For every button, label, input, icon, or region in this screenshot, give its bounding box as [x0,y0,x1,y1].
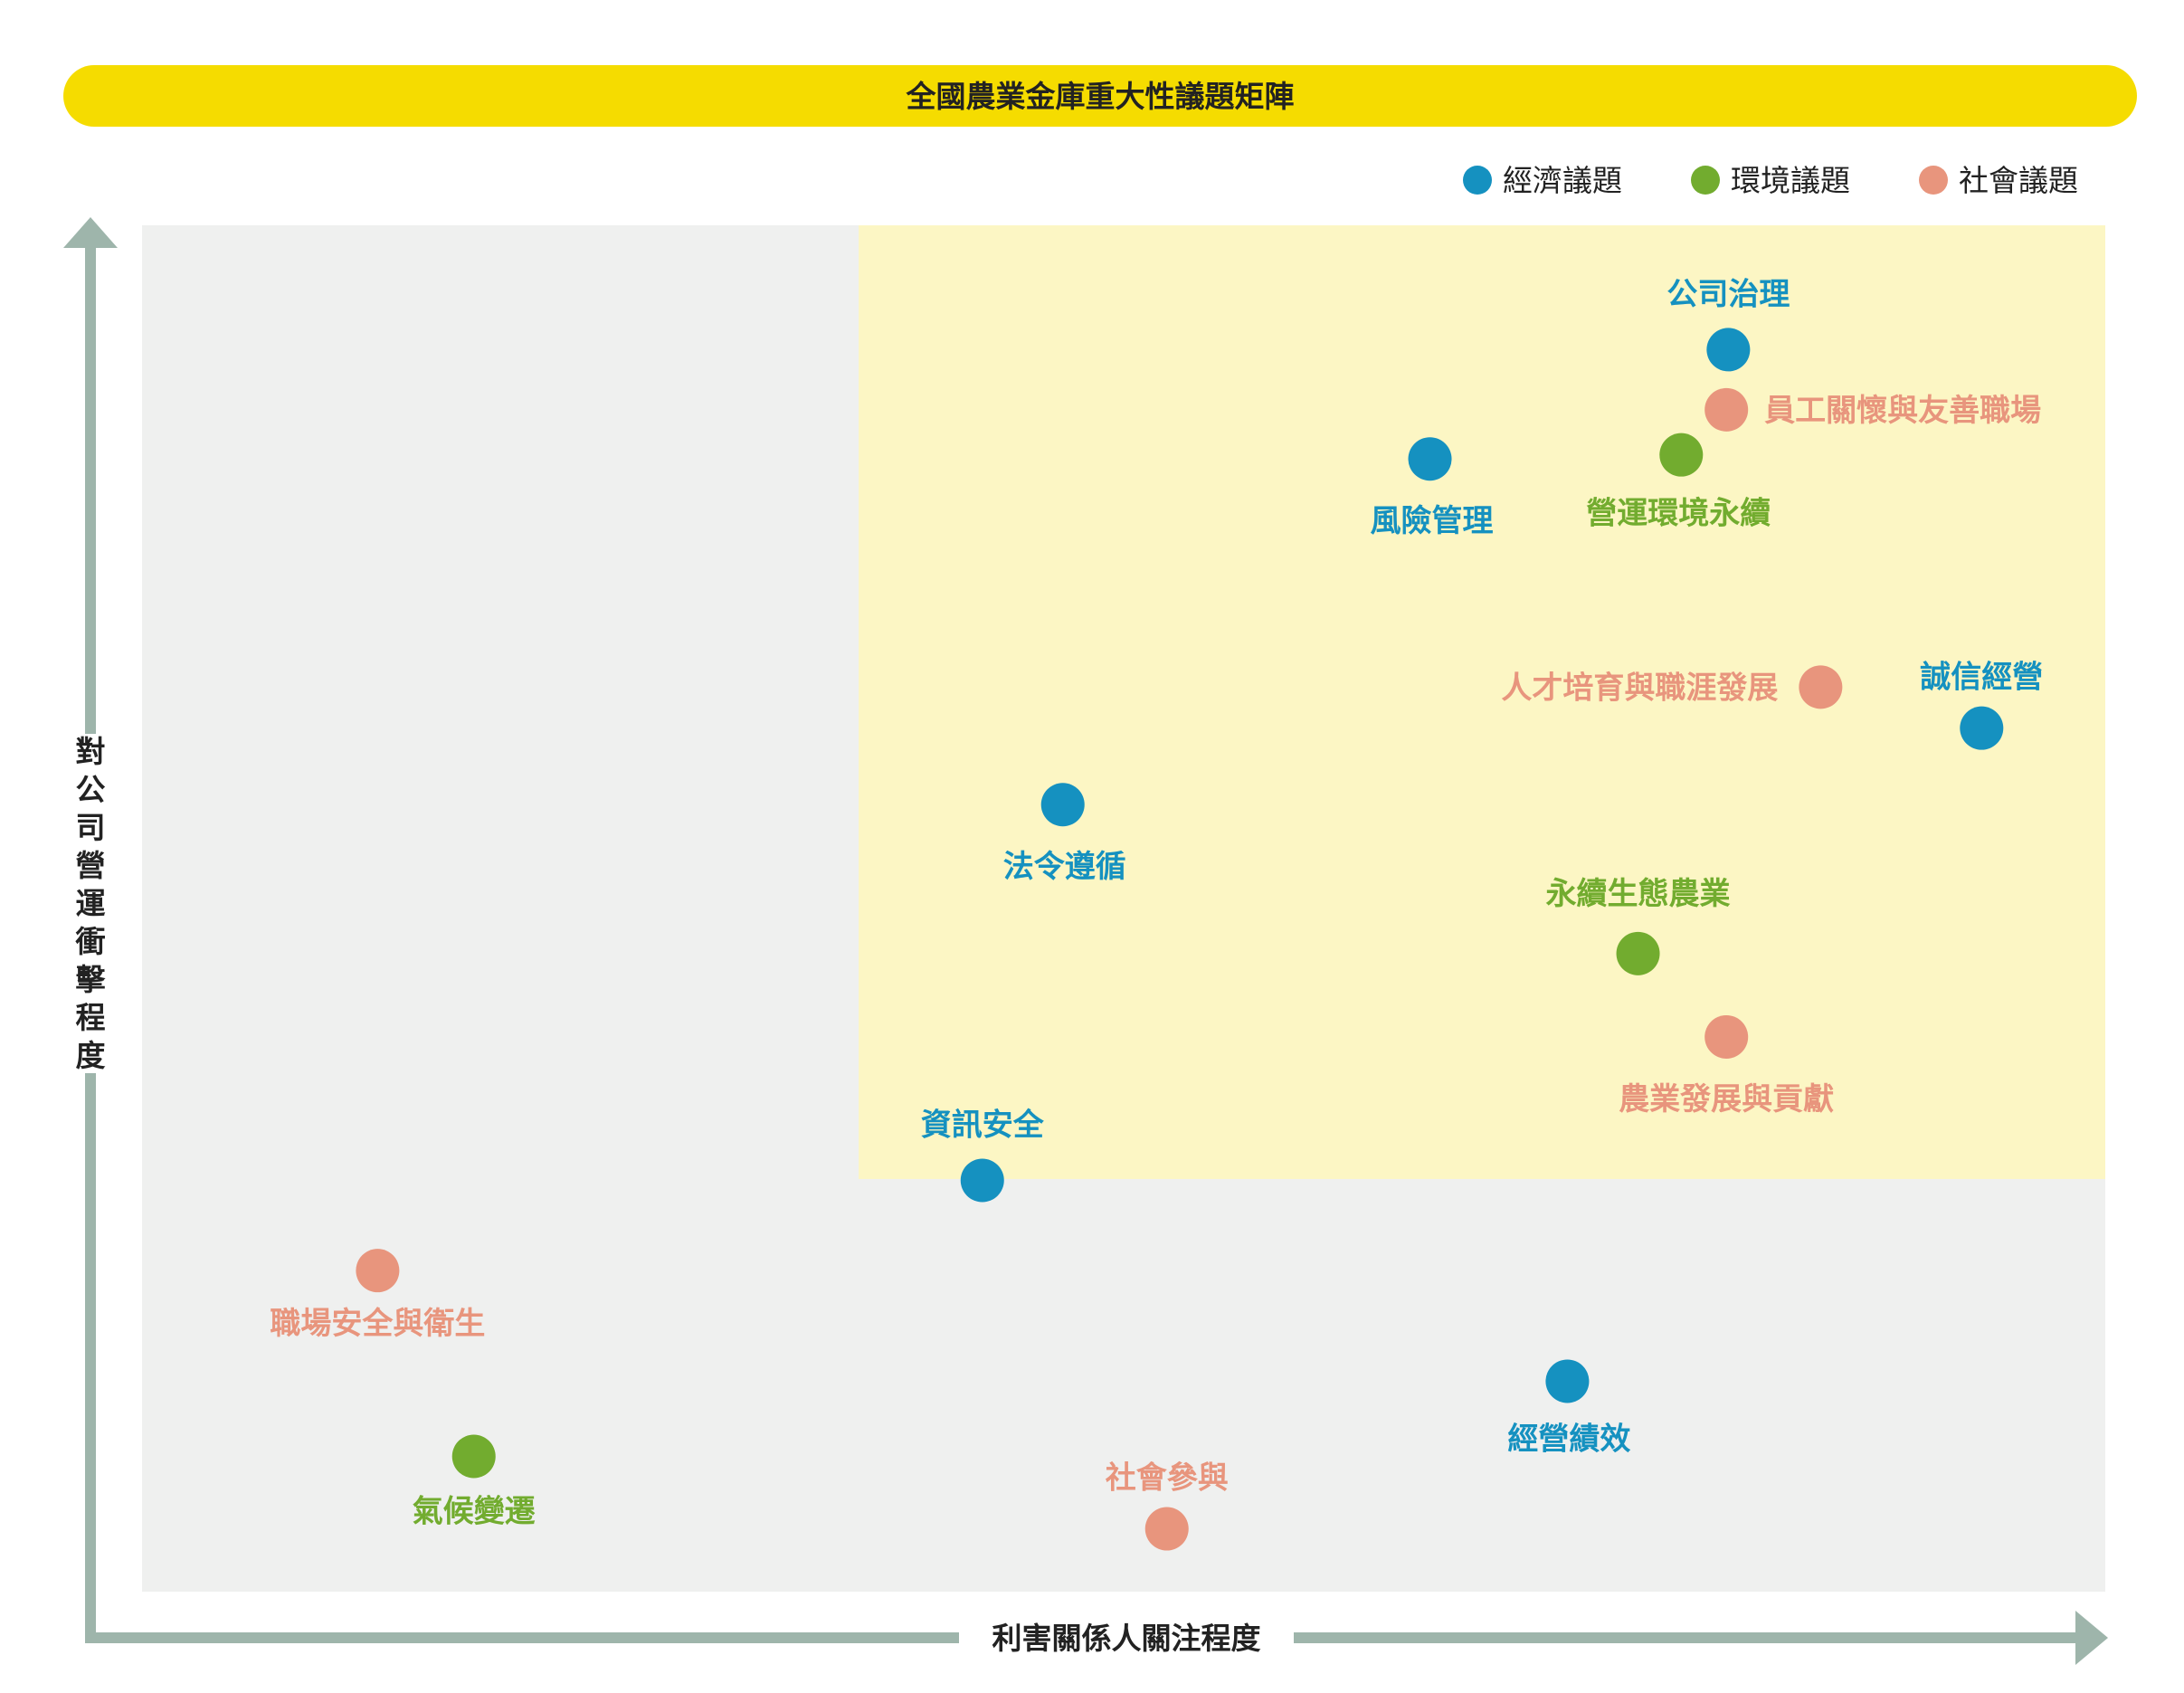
legend-swatch [1919,166,1948,195]
y-axis-label-char: 擊 [76,962,107,997]
data-point [960,1158,1004,1203]
data-label: 誠信經營 [1920,660,2043,696]
y-axis-label-char: 對 [76,734,106,769]
y-axis-label-char: 運 [76,886,106,921]
y-axis-label-char: 營 [76,848,106,883]
legend-label: 經濟議題 [1503,163,1622,198]
title-banner [63,65,2137,127]
data-label: 氣候變遷 [413,1494,536,1530]
legend-swatch [1463,166,1492,195]
y-axis-label-char: 司 [76,810,106,845]
x-axis-arrow [85,1611,2108,1665]
data-point [356,1249,400,1293]
y-axis-arrow [63,217,118,1643]
data-label: 經營績效 [1507,1421,1630,1457]
legend-label: 社會議題 [1959,163,2078,198]
legend: 經濟議題 環境議題 社會議題 [1463,163,2078,198]
data-label: 員工關懷與友善職場 [1764,393,2041,429]
y-axis-label-char: 程 [76,1000,106,1035]
data-point [1144,1507,1189,1551]
legend-swatch [1691,166,1720,195]
data-label: 法令遵循 [1003,849,1126,885]
data-point [1960,706,2004,750]
data-label: 營運環境永續 [1586,496,1771,532]
data-point [1616,931,1660,975]
data-label: 社會參與 [1106,1460,1229,1497]
legend-item: 社會議題 [1919,163,2078,198]
data-label: 職場安全與衛生 [270,1306,485,1342]
data-label: 公司治理 [1666,276,1790,312]
legend-item: 經濟議題 [1463,163,1622,198]
data-point [1040,783,1085,827]
data-label: 人才培育與職涯發展 [1501,670,1778,706]
y-axis-label-char: 度 [76,1038,106,1073]
data-point [1799,665,1843,709]
data-label: 永續生態農業 [1546,876,1731,912]
data-label: 資訊安全 [921,1107,1045,1143]
y-axis-label-char: 衝 [75,924,106,959]
data-label: 農業發展與貢獻 [1619,1081,1834,1118]
legend-label: 環境議題 [1731,163,1850,198]
data-point [1408,437,1452,481]
y-axis-label-char: 公 [76,772,106,807]
data-point [1704,1014,1749,1059]
highlight-quadrant [859,225,2105,1179]
data-point [451,1434,496,1479]
chart-title: 全國農業金庫重大性議題矩陣 [906,79,1295,114]
data-label: 風險管理 [1371,503,1494,539]
legend-item: 環境議題 [1691,163,1850,198]
data-point [1704,387,1749,432]
x-axis-label: 利害關係人關注程度 [992,1621,1261,1656]
data-point [1706,328,1751,372]
data-point [1659,433,1704,477]
data-point [1545,1359,1590,1403]
